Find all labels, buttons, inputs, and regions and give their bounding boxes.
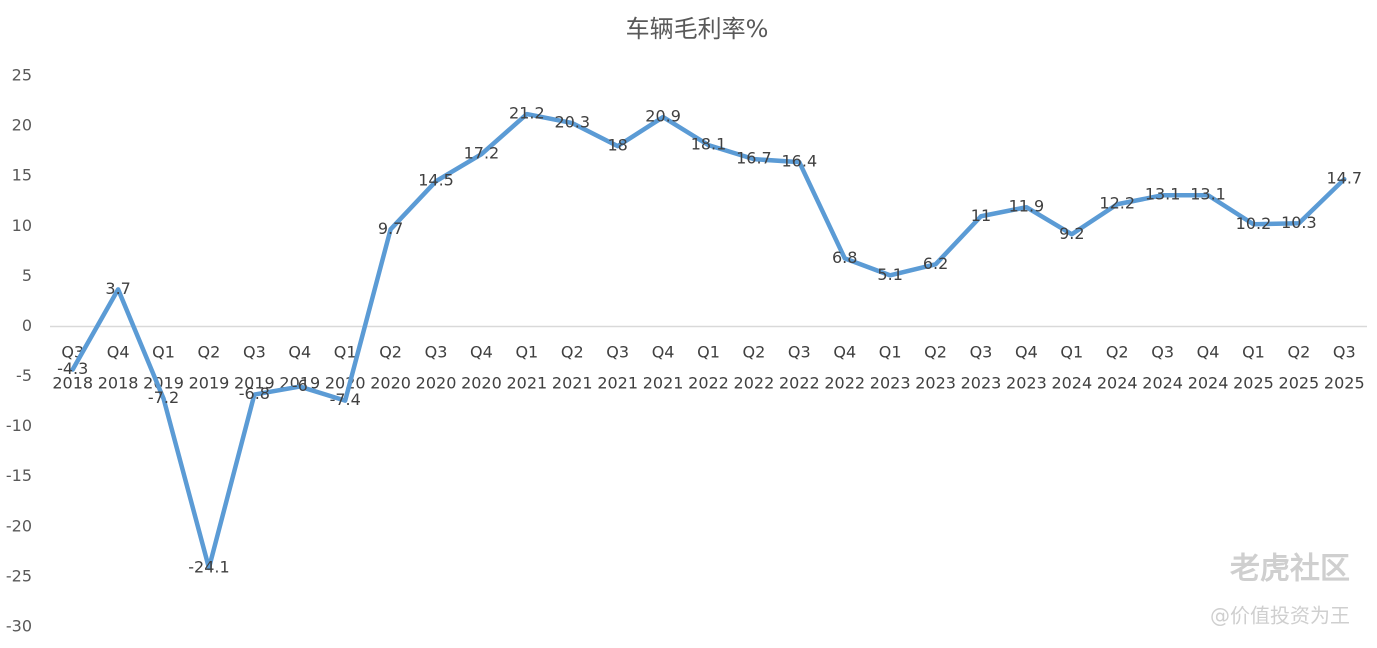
data-label: 10.3 [1281,213,1317,232]
x-tick-label: Q1 2024 [1051,342,1092,392]
x-tick-label: Q2 2019 [189,342,230,392]
data-label: 14.7 [1326,169,1362,188]
data-label: 11 [971,206,991,225]
y-tick-label: 20 [12,116,32,135]
x-tick-label: Q3 2020 [416,342,457,392]
x-tick-label: Q1 2025 [1233,342,1274,392]
x-tick-label: Q4 2021 [643,342,684,392]
data-label: 12.2 [1099,194,1135,213]
data-label: -4.3 [57,359,88,378]
data-label: 9.2 [1059,224,1084,243]
x-tick-label: Q3 2019 [234,342,275,392]
x-tick-label: Q3 2021 [597,342,638,392]
x-tick-label: Q2 2025 [1279,342,1320,392]
x-tick-label: Q4 2020 [461,342,502,392]
y-tick-label: -10 [6,416,32,435]
data-label: 10.2 [1236,214,1272,233]
x-tick-label: Q2 2021 [552,342,593,392]
x-tick-label: Q2 2023 [915,342,956,392]
data-label: 6.2 [923,254,948,273]
data-label: 20.3 [554,113,590,132]
data-label: 18 [607,136,627,155]
x-tick-label: Q3 2023 [961,342,1002,392]
x-tick-label: Q4 2022 [824,342,865,392]
data-label: -6 [292,376,308,395]
data-label: 9.7 [378,219,403,238]
x-tick-label: Q3 2024 [1142,342,1183,392]
x-tick-label: Q1 2020 [325,342,366,392]
x-tick-label: Q1 2023 [870,342,911,392]
y-tick-label: -25 [6,566,32,585]
y-tick-label: 25 [12,66,32,85]
y-tick-label: 10 [12,216,32,235]
y-tick-label: 5 [22,266,32,285]
x-tick-label: Q1 2021 [506,342,547,392]
data-label: 13.1 [1145,185,1181,204]
data-label: 21.2 [509,104,545,123]
x-tick-label: Q2 2022 [734,342,775,392]
data-label: 13.1 [1190,185,1226,204]
data-label: 16.4 [782,152,818,171]
line [70,111,1347,571]
data-label: 3.7 [105,279,130,298]
x-tick-label: Q4 2024 [1188,342,1229,392]
data-label: 14.5 [418,171,454,190]
data-label: 16.7 [736,149,772,168]
data-label: -7.2 [148,388,179,407]
chart-title: 车辆毛利率% [626,15,769,43]
data-label: 5.1 [877,265,902,284]
y-tick-label: -30 [6,617,32,636]
x-tick-label: Q4 2018 [98,342,139,392]
data-label: -24.1 [188,557,229,576]
y-tick-label: -5 [16,366,32,385]
y-tick-label: -20 [6,516,32,535]
x-tick-label: Q3 2022 [779,342,820,392]
watermark: 老虎社区 [1230,552,1350,587]
data-label: -6.8 [239,384,270,403]
y-tick-label: 15 [12,166,32,185]
x-tick-label: Q3 2025 [1324,342,1365,392]
y-tick-label: -15 [6,466,32,485]
data-label: 11.9 [1009,197,1045,216]
data-label: -7.4 [330,390,361,409]
x-tick-label: Q2 2020 [370,342,411,392]
y-tick-label: 0 [22,316,32,335]
data-label: 6.8 [832,248,857,267]
data-label: 18.1 [691,135,727,154]
data-label: 20.9 [645,107,681,126]
x-tick-label: Q4 2023 [1006,342,1047,392]
x-tick-label: Q1 2022 [688,342,729,392]
x-tick-label: Q2 2024 [1097,342,1138,392]
data-label: 17.2 [464,144,500,163]
watermark: @价值投资为王 [1210,604,1350,628]
